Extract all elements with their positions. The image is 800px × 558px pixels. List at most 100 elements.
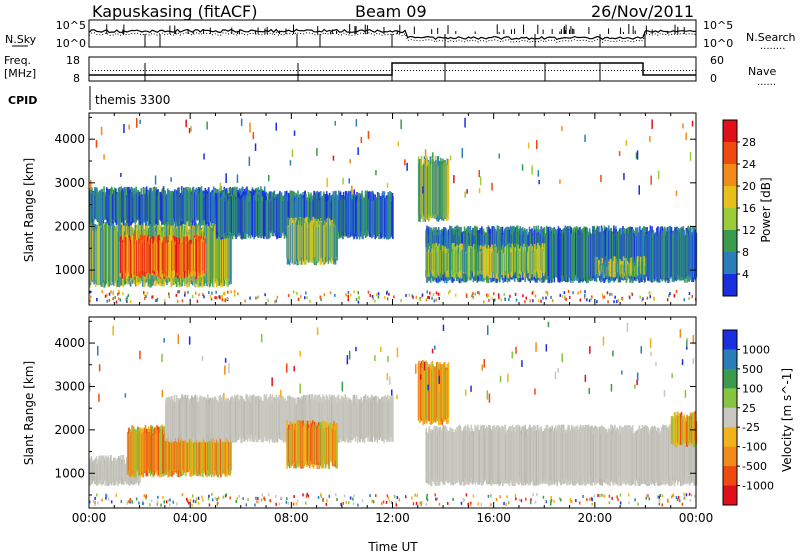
nave-dot xyxy=(437,70,438,71)
speckle-cell xyxy=(89,299,91,302)
speckle-cell xyxy=(455,294,457,297)
speckle-cell xyxy=(426,157,428,165)
speckle-cell xyxy=(584,294,586,297)
nave-dot xyxy=(353,70,354,71)
speckle-cell xyxy=(505,298,507,301)
nave-dot xyxy=(620,70,621,71)
speckle-cell xyxy=(550,296,552,299)
nave-dot xyxy=(578,70,579,71)
nave-dot xyxy=(575,70,576,71)
nave-dot xyxy=(692,70,693,71)
nave-dot xyxy=(446,70,447,71)
nave-dot xyxy=(281,70,282,71)
speckle-cell xyxy=(530,299,532,302)
nave-dot xyxy=(509,70,510,71)
echo-region xyxy=(418,360,450,426)
nave-dot xyxy=(254,70,255,71)
freq-right-legend-marker: ...... xyxy=(757,77,776,88)
speckle-cell xyxy=(532,292,534,295)
nave-dot xyxy=(515,70,516,71)
nave-dot xyxy=(92,70,93,71)
nave-dot xyxy=(338,70,339,71)
nave-dot xyxy=(560,70,561,71)
speckle-cell xyxy=(237,174,239,183)
speckle-cell xyxy=(531,165,533,174)
nave-dot xyxy=(200,70,201,71)
nave-dot xyxy=(116,70,117,71)
speckle-cell xyxy=(589,299,591,302)
nave-dot xyxy=(149,70,150,71)
nave-dot xyxy=(581,70,582,71)
speckle-cell xyxy=(669,292,671,295)
speckle-cell xyxy=(356,119,358,126)
nave-dot xyxy=(350,70,351,71)
speckle-cell xyxy=(629,296,631,299)
nave-dot xyxy=(152,70,153,71)
speckle-cell xyxy=(491,183,493,191)
nave-dot xyxy=(104,70,105,71)
speckle-cell xyxy=(358,291,360,294)
speckle-cell xyxy=(436,291,438,294)
speckle-cell xyxy=(614,296,616,299)
nave-dot xyxy=(695,70,696,71)
freq-left-tick-top: 18 xyxy=(66,54,80,67)
freq-left-label-line1: Freq. xyxy=(4,54,31,67)
speckle-cell xyxy=(580,299,582,302)
speckle-cell xyxy=(384,296,386,299)
nave-dot xyxy=(410,70,411,71)
speckle-cell xyxy=(374,300,376,303)
nave-dot xyxy=(251,70,252,71)
speckle-cell xyxy=(491,297,493,300)
speckle-cell xyxy=(195,292,197,295)
nave-dot xyxy=(428,70,429,71)
speckle-cell xyxy=(257,296,259,299)
nave-dot xyxy=(359,70,360,71)
speckle-cell xyxy=(580,290,582,293)
nave-dot xyxy=(476,70,477,71)
speckle-cell xyxy=(249,297,251,300)
speckle-cell xyxy=(488,299,490,302)
noise-trace xyxy=(89,24,696,47)
speckle-cell xyxy=(528,143,530,149)
nave-dot xyxy=(554,70,555,71)
speckle-cell xyxy=(170,177,172,182)
speckle-cell xyxy=(96,140,98,148)
speckle-cell xyxy=(118,297,120,300)
speckle-cell xyxy=(123,124,125,133)
nave-dot xyxy=(617,70,618,71)
speckle-cell xyxy=(637,150,639,159)
nave-dot xyxy=(488,70,489,71)
speckle-cell xyxy=(406,163,408,171)
speckle-cell xyxy=(473,296,475,299)
nave-dot xyxy=(398,70,399,71)
speckle-cell xyxy=(685,133,687,141)
speckle-cell xyxy=(535,295,537,298)
speckle-cell xyxy=(185,120,187,128)
nave-dot xyxy=(197,70,198,71)
speckle-cell xyxy=(684,298,686,301)
speckle-cell xyxy=(439,297,441,300)
speckle-cell xyxy=(466,189,468,194)
freq-left-tick-bottom: 8 xyxy=(73,72,80,85)
speckle-cell xyxy=(324,293,326,296)
speckle-cell xyxy=(499,154,501,159)
nave-dot xyxy=(524,70,525,71)
nave-dot xyxy=(401,70,402,71)
nave-dot xyxy=(341,70,342,71)
echo-region xyxy=(425,243,545,279)
speckle-cell xyxy=(688,297,690,300)
nave-dot xyxy=(158,70,159,71)
nave-dot xyxy=(536,70,537,71)
speckle-cell xyxy=(438,293,440,296)
nave-dot xyxy=(425,70,426,71)
speckle-cell xyxy=(509,295,511,298)
speckle-cell xyxy=(690,152,692,161)
nave-dot xyxy=(452,70,453,71)
speckle-cell xyxy=(227,297,229,300)
speckle-cell xyxy=(198,293,200,296)
speckle-cell xyxy=(564,291,566,294)
